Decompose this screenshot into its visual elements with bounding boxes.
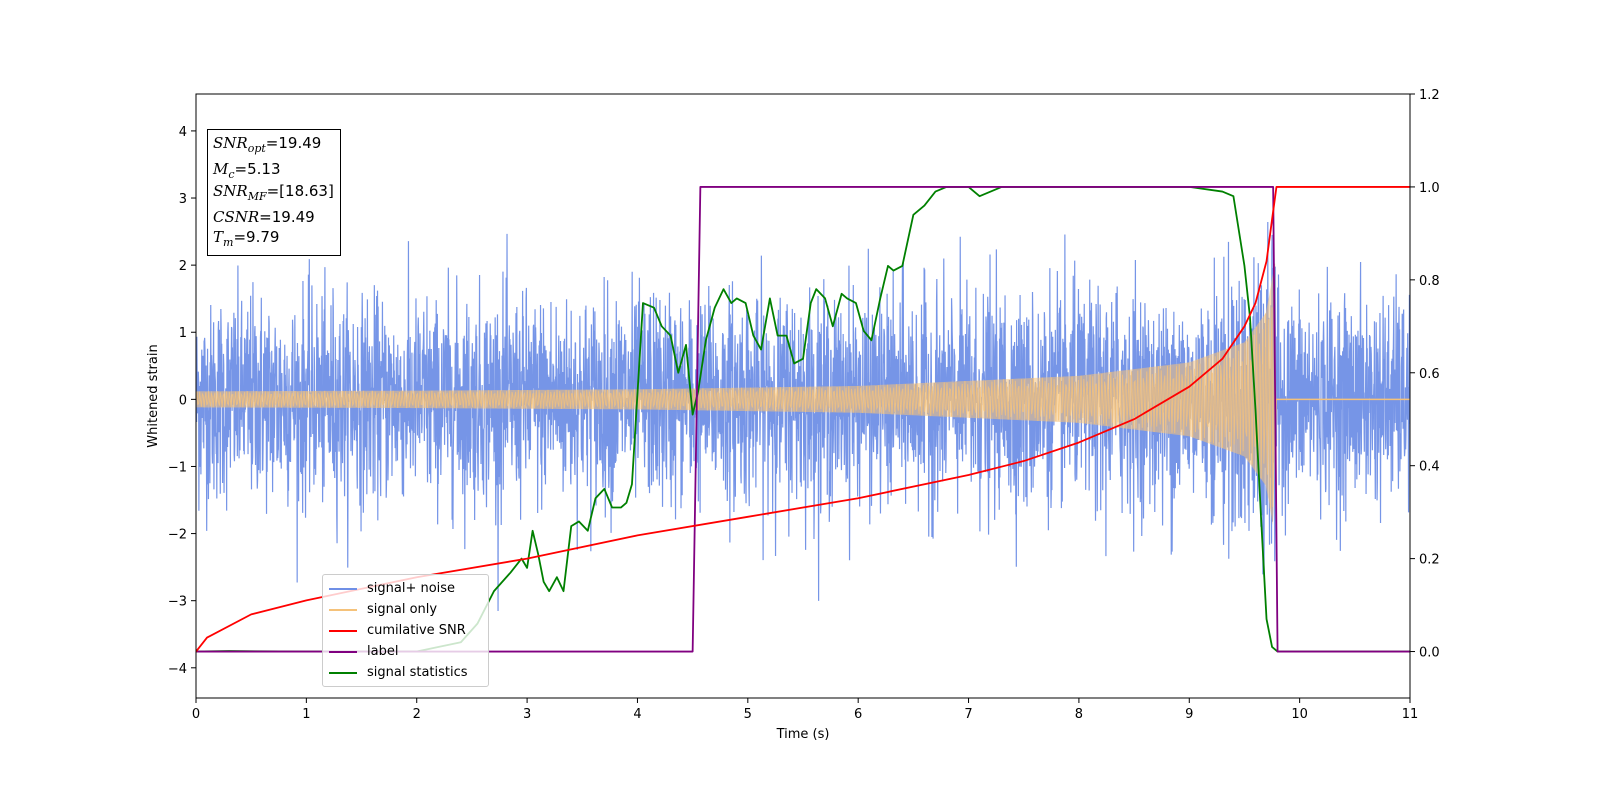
y-tick-label: 4 [179, 125, 187, 140]
y2-tick-label: 0.2 [1419, 553, 1440, 568]
y-axis-ticks: −4 −3 −2 −1 0 1 2 3 4 [168, 125, 196, 677]
y2-tick-label: 1.2 [1419, 88, 1440, 103]
chirp-mass-row: Mc=5.13 [213, 160, 281, 181]
y-tick-label: 3 [179, 192, 187, 207]
y-tick-label: 1 [179, 326, 187, 341]
x-tick-label: 5 [744, 707, 752, 722]
legend-swatch [329, 608, 357, 611]
label-line [196, 186, 1410, 653]
y-tick-label: −4 [168, 662, 187, 677]
y-tick-label: −1 [168, 460, 187, 475]
x-tick-label: 7 [964, 707, 972, 722]
snr-opt-row: SNRopt=19.49 [213, 134, 322, 155]
signal-only-line [196, 263, 1277, 509]
y2-tick-label: 0.0 [1419, 646, 1440, 661]
legend-swatch [329, 671, 357, 674]
legend-label: cumilative SNR [367, 623, 466, 638]
legend-entry: cumilative SNR [329, 620, 482, 641]
legend-swatch [329, 650, 357, 653]
signal-only-series [196, 263, 1410, 526]
legend-label: signal only [367, 602, 438, 617]
snr-mf-value: =[18.63] [266, 182, 334, 200]
x-tick-label: 6 [854, 707, 862, 722]
y2-tick-label: 1.0 [1419, 181, 1440, 196]
legend-label: label [367, 644, 399, 659]
y2-tick-label: 0.4 [1419, 460, 1440, 475]
chirp-mass-value: =5.13 [234, 160, 281, 178]
snr-mf-row: SNRMF=[18.63] [213, 182, 334, 203]
legend-swatch [329, 629, 357, 632]
y-tick-label: 2 [179, 259, 187, 274]
y2-tick-label: 0.6 [1419, 367, 1440, 382]
legend-entry: signal statistics [329, 662, 482, 683]
y-tick-label: −2 [168, 528, 187, 543]
legend: signal+ noise signal only cumilative SNR… [322, 574, 489, 687]
x-tick-label: 10 [1291, 707, 1308, 722]
legend-entry: signal+ noise [329, 578, 482, 599]
legend-entry: signal only [329, 599, 482, 620]
x-axis-label: Time (s) [776, 727, 830, 742]
tm-value: =9.79 [233, 228, 280, 246]
tm-row: Tm=9.79 [213, 228, 280, 249]
y-tick-label: −3 [168, 595, 187, 610]
x-tick-label: 3 [523, 707, 531, 722]
x-tick-label: 11 [1402, 707, 1419, 722]
y2-axis-ticks: 0.0 0.2 0.4 0.6 0.8 1.0 1.2 [1410, 88, 1440, 661]
legend-label: signal statistics [367, 665, 468, 680]
x-tick-label: 9 [1185, 707, 1193, 722]
stats-annotation-box: SNRopt=19.49 Mc=5.13 SNRMF=[18.63] CSNR=… [207, 129, 341, 256]
y-axis-label: Whitened strain [146, 344, 161, 447]
x-tick-label: 4 [633, 707, 641, 722]
legend-label: signal+ noise [367, 581, 456, 596]
csnr-value: =19.49 [259, 208, 315, 226]
legend-entry: label [329, 641, 482, 662]
x-axis-ticks: 0 1 2 3 4 5 6 7 8 9 10 11 [192, 698, 1418, 722]
x-tick-label: 0 [192, 707, 200, 722]
y-tick-label: 0 [179, 393, 187, 408]
plot-frame [195, 93, 1411, 699]
x-tick-label: 8 [1075, 707, 1083, 722]
legend-swatch [329, 587, 357, 590]
y2-tick-label: 0.8 [1419, 274, 1440, 289]
x-tick-label: 1 [302, 707, 310, 722]
snr-opt-value: =19.49 [265, 134, 322, 152]
csnr-row: CSNR=19.49 [213, 208, 315, 226]
x-tick-label: 2 [413, 707, 421, 722]
